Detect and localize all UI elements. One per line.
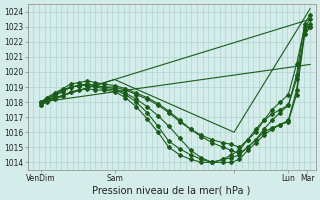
X-axis label: Pression niveau de la mer( hPa ): Pression niveau de la mer( hPa ) <box>92 186 251 196</box>
